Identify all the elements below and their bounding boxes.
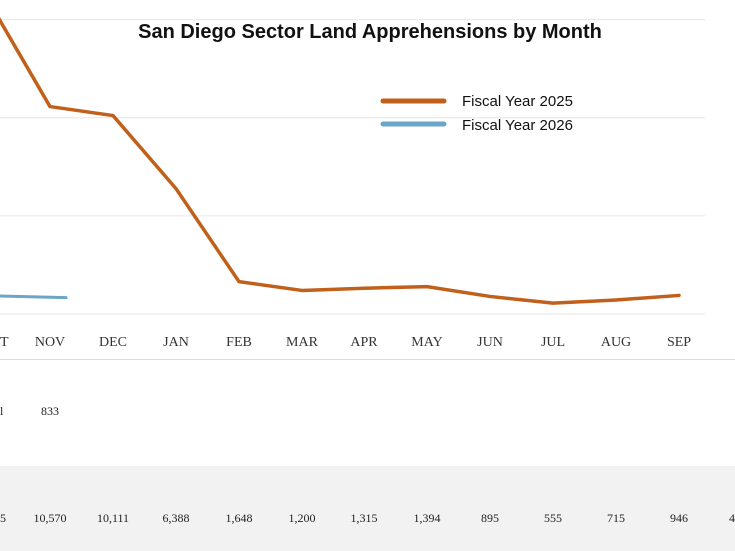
x-tick-jun: JUN (477, 335, 503, 350)
chart-title: San Diego Sector Land Apprehensions by M… (138, 21, 602, 43)
table-cell-fy2025-oct: 5 (0, 511, 6, 525)
x-tick-aug: AUG (601, 335, 631, 350)
legend-label-fy2026: Fiscal Year 2026 (462, 117, 573, 134)
x-tick-sep: SEP (667, 335, 691, 350)
x-tick-may: MAY (411, 335, 442, 350)
x-tick-dec: DEC (99, 335, 127, 350)
x-tick-apr: APR (350, 335, 378, 350)
table-cell-fy2025-dec: 10,111 (97, 511, 129, 525)
x-tick-oct: T (0, 335, 9, 350)
table-row-fy2025: 5 10,570 10,111 6,388 1,648 1,200 1,315 1,394 89… (0, 511, 688, 525)
table-cell-fy2025-jul: 555 (544, 511, 562, 525)
table-cell-fy2025-aug: 715 (607, 511, 625, 525)
x-tick-feb: FEB (226, 335, 252, 350)
table-cell-fy2025-apr: 1,315 (351, 511, 378, 525)
table-cell-fy2025-feb: 1,648 (226, 511, 253, 525)
table-cell-fy2026-nov: 833 (41, 404, 59, 418)
x-tick-jul: JUL (541, 335, 565, 350)
table-row-band (0, 466, 735, 551)
x-tick-mar: MAR (286, 335, 319, 350)
line-chart: San Diego Sector Land Apprehensions by M… (0, 17, 735, 360)
table-cell-fy2025-jun: 895 (481, 511, 499, 525)
table-cell-fy2025-may: 1,394 (414, 511, 441, 525)
data-table: 833 5 10,570 10,111 6,388 1,648 1,200 1,315 1,3… (0, 404, 735, 551)
legend-label-fy2025: Fiscal Year 2025 (462, 93, 573, 110)
table-cell-partial-right: 4 (729, 511, 735, 525)
gridlines (0, 19, 705, 315)
table-cell-partial: l (0, 404, 4, 418)
table-cell-fy2025-mar: 1,200 (289, 511, 316, 525)
x-axis-ticks: T NOV DEC JAN FEB MAR APR MAY JUN JUL AUG SEP (0, 335, 691, 350)
legend: Fiscal Year 2025 Fiscal Year 2026 (380, 93, 573, 134)
table-row-fy2026: 833 (41, 404, 59, 418)
series-line-fy2025 (0, 17, 681, 305)
x-tick-jan: JAN (163, 335, 189, 350)
x-tick-nov: NOV (35, 335, 65, 350)
table-cell-fy2025-sep: 946 (670, 511, 688, 525)
table-cell-fy2025-nov: 10,570 (34, 511, 67, 525)
series-group (0, 17, 681, 305)
series-line-fy2026 (0, 294, 68, 300)
table-cell-fy2025-jan: 6,388 (163, 511, 190, 525)
